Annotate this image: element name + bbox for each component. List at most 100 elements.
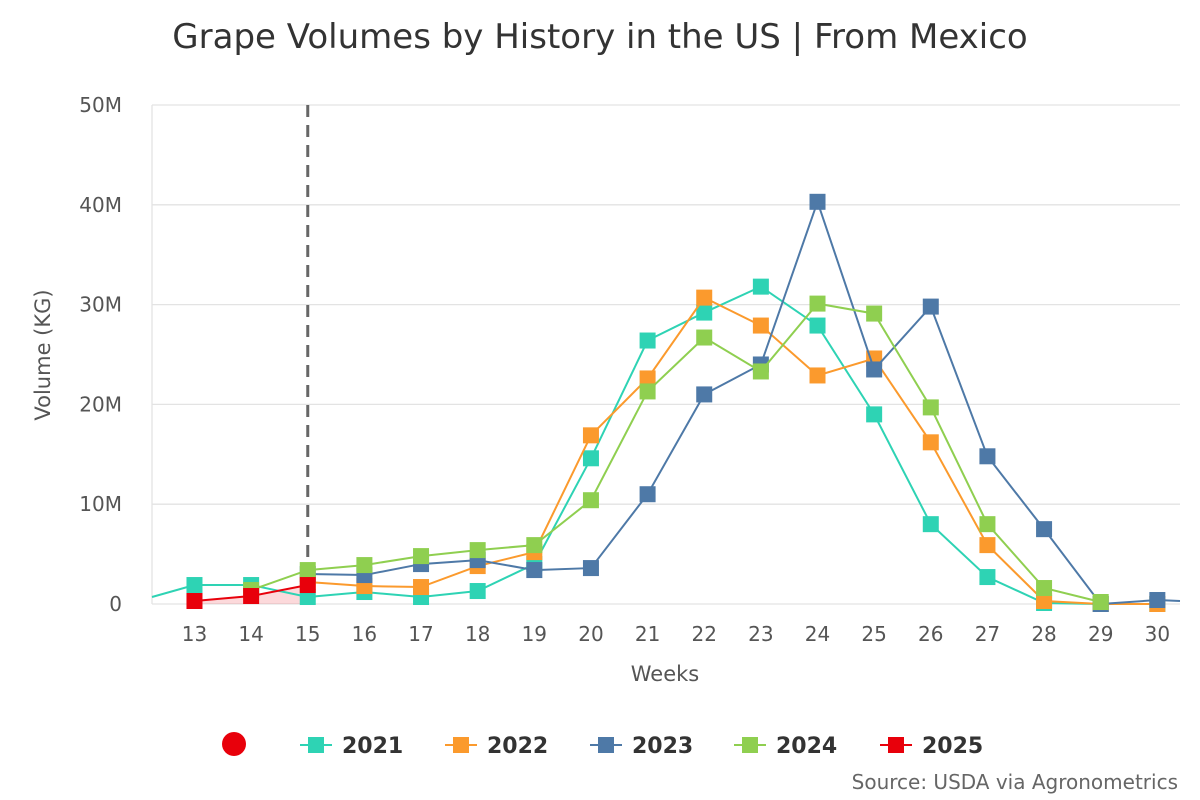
- data-point-2024[interactable]: [639, 383, 656, 400]
- series-line-2023: [307, 198, 1181, 606]
- legend-item-2025[interactable]: 2025: [880, 734, 983, 759]
- data-point-2024[interactable]: [526, 537, 543, 554]
- data-point-2024[interactable]: [1036, 580, 1053, 597]
- data-point-2022[interactable]: [696, 289, 713, 306]
- x-tick-label: 25: [861, 622, 886, 646]
- grid-lines: [151, 104, 1180, 605]
- x-tick-label: 21: [635, 622, 660, 646]
- x-tick-label: 15: [295, 622, 320, 646]
- data-point-2023[interactable]: [979, 448, 996, 465]
- legend-marker: [453, 737, 469, 753]
- legend-marker: [598, 737, 614, 753]
- y-tick-label: 20M: [79, 392, 122, 416]
- data-point-2024[interactable]: [299, 562, 316, 579]
- legend-label: 2023: [632, 734, 693, 759]
- data-point-2024[interactable]: [809, 295, 826, 312]
- data-point-2023[interactable]: [809, 193, 826, 210]
- legend-item-2023[interactable]: 2023: [590, 734, 693, 759]
- data-point-2021[interactable]: [979, 569, 996, 586]
- data-point-2021[interactable]: [866, 406, 883, 423]
- legend-label: 2024: [776, 734, 837, 759]
- chart-title: Grape Volumes by History in the US | Fro…: [172, 17, 1027, 57]
- y-tick-label: 30M: [79, 293, 122, 317]
- x-tick-label: 16: [352, 622, 377, 646]
- data-point-2021[interactable]: [469, 583, 486, 600]
- x-tick-label: 13: [182, 622, 207, 646]
- legend-label: 2021: [342, 734, 403, 759]
- legend-label: 2022: [487, 734, 548, 759]
- data-point-2023[interactable]: [526, 562, 543, 579]
- y-tick-label: 10M: [79, 492, 122, 516]
- series-2021: [151, 278, 1166, 612]
- data-point-2023[interactable]: [1149, 592, 1166, 609]
- data-point-2023[interactable]: [922, 298, 939, 315]
- legend-item-2021[interactable]: 2021: [300, 734, 403, 759]
- data-point-2021[interactable]: [639, 332, 656, 349]
- data-point-2023[interactable]: [866, 361, 883, 378]
- data-point-2025[interactable]: [186, 593, 203, 610]
- x-tick-label: 19: [522, 622, 547, 646]
- data-point-2022[interactable]: [922, 434, 939, 451]
- data-point-2024[interactable]: [979, 516, 996, 533]
- source-note: Source: USDA via Agronometrics: [852, 770, 1178, 794]
- data-point-2023[interactable]: [582, 560, 599, 577]
- data-point-2021[interactable]: [922, 516, 939, 533]
- data-point-2022[interactable]: [639, 370, 656, 387]
- data-point-2024[interactable]: [866, 305, 883, 322]
- legend-label: 2025: [922, 734, 983, 759]
- x-tick-label: 26: [918, 622, 943, 646]
- y-axis-ticks: 0 10M 20M 30M 40M 50M: [79, 93, 122, 616]
- series-2024: [243, 295, 1109, 611]
- legend-reset-dot[interactable]: [222, 732, 246, 756]
- data-point-2022[interactable]: [1036, 593, 1053, 610]
- data-point-2022[interactable]: [413, 579, 430, 596]
- x-tick-label: 28: [1031, 622, 1056, 646]
- y-tick-label: 40M: [79, 193, 122, 217]
- data-point-2021[interactable]: [186, 577, 203, 594]
- x-tick-label: 29: [1088, 622, 1113, 646]
- data-point-2024[interactable]: [582, 492, 599, 509]
- data-point-2024[interactable]: [469, 542, 486, 559]
- legend-marker: [742, 737, 758, 753]
- data-point-2023[interactable]: [639, 486, 656, 503]
- x-axis-ticks: 13 14 15 16 17 18 19 20 21 22 23 24 25 26 27 28 29 30: [182, 622, 1170, 646]
- data-point-2021[interactable]: [582, 450, 599, 467]
- data-point-2022[interactable]: [809, 367, 826, 384]
- data-point-2024[interactable]: [922, 399, 939, 416]
- data-point-2025[interactable]: [243, 588, 260, 605]
- x-tick-label: 22: [692, 622, 717, 646]
- data-point-2024[interactable]: [356, 557, 373, 574]
- data-point-2021[interactable]: [696, 304, 713, 321]
- y-axis-label: Volume (KG): [31, 289, 55, 420]
- x-axis-label: Weeks: [631, 662, 699, 686]
- data-point-2024[interactable]: [413, 548, 430, 565]
- data-point-2022[interactable]: [752, 317, 769, 334]
- x-tick-label: 30: [1145, 622, 1170, 646]
- legend-item-2022[interactable]: 2022: [445, 734, 548, 759]
- x-tick-label: 24: [805, 622, 830, 646]
- series-line-2022: [307, 296, 1158, 605]
- data-point-2021[interactable]: [752, 278, 769, 295]
- x-tick-label: 23: [748, 622, 773, 646]
- series-group: [151, 193, 1181, 612]
- data-point-2024[interactable]: [1092, 594, 1109, 611]
- legend-item-2024[interactable]: 2024: [734, 734, 837, 759]
- x-tick-label: 14: [238, 622, 263, 646]
- data-point-2023[interactable]: [1036, 521, 1053, 538]
- x-tick-label: 27: [975, 622, 1000, 646]
- y-tick-label: 50M: [79, 93, 122, 117]
- data-point-2024[interactable]: [696, 329, 713, 346]
- series-2023: [299, 193, 1181, 612]
- data-point-2025[interactable]: [299, 577, 316, 594]
- data-point-2022[interactable]: [979, 537, 996, 554]
- data-point-2021[interactable]: [809, 317, 826, 334]
- x-tick-label: 17: [408, 622, 433, 646]
- series-line-2024: [250, 302, 1101, 603]
- data-point-2024[interactable]: [752, 363, 769, 380]
- series-2025: [186, 577, 316, 610]
- data-point-2023[interactable]: [696, 386, 713, 403]
- legend-marker: [888, 737, 904, 753]
- legend-marker: [308, 737, 324, 753]
- data-point-2022[interactable]: [582, 427, 599, 444]
